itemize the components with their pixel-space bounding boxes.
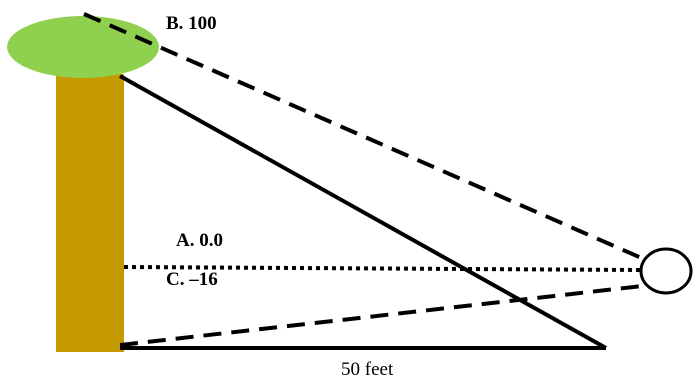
label-distance: 50 feet bbox=[341, 359, 394, 380]
label-c: C. –16 bbox=[166, 269, 218, 290]
tree-trunk bbox=[56, 74, 124, 352]
sight-line-b bbox=[83, 12, 663, 269]
label-a: A. 0.0 bbox=[176, 230, 223, 251]
tree-foliage bbox=[7, 16, 159, 78]
label-b: B. 100 bbox=[166, 13, 217, 34]
sight-line-a bbox=[123, 265, 641, 272]
sight-line-c bbox=[119, 282, 661, 347]
hypotenuse-line bbox=[119, 74, 607, 350]
observer-eye bbox=[639, 247, 693, 295]
